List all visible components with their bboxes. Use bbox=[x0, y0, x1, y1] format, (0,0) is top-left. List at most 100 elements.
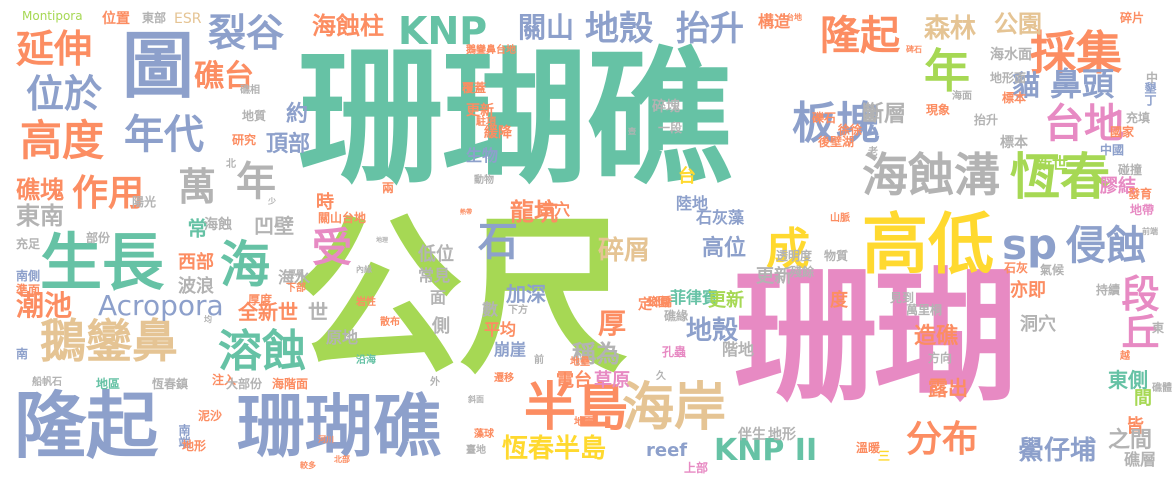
cloud-word: 年 bbox=[236, 159, 276, 205]
cloud-word: 低位 bbox=[418, 244, 454, 265]
cloud-word: 礁層 bbox=[1124, 450, 1157, 469]
cloud-word: 圖 bbox=[122, 24, 195, 108]
cloud-word: 見到 bbox=[890, 291, 915, 305]
cloud-word: 持續 bbox=[1096, 283, 1121, 297]
cloud-word: 分布 bbox=[906, 419, 979, 460]
cloud-word: 地壘 bbox=[570, 357, 590, 368]
cloud-word: 較多 bbox=[300, 461, 316, 470]
cloud-word: ESR bbox=[174, 11, 202, 27]
cloud-word: 壺 bbox=[628, 127, 636, 136]
cloud-word: 海面 bbox=[952, 91, 972, 102]
cloud-word: 龍坑 bbox=[510, 198, 558, 226]
cloud-word: 厚度 bbox=[248, 293, 273, 307]
cloud-word: 注入 bbox=[212, 373, 237, 387]
cloud-word: 覆蓋 bbox=[462, 81, 487, 95]
cloud-word: 墾丁 bbox=[1143, 82, 1157, 106]
cloud-word: 恆春半島 bbox=[502, 434, 607, 464]
cloud-word: 遷移 bbox=[494, 373, 514, 384]
cloud-word: 外 bbox=[430, 377, 440, 388]
cloud-word: 海階面 bbox=[272, 377, 309, 391]
cloud-word: 礫石 bbox=[812, 111, 837, 125]
cloud-word: 抬升 bbox=[676, 9, 744, 49]
cloud-word: 側 bbox=[432, 316, 450, 337]
cloud-word: 度 bbox=[830, 290, 848, 311]
cloud-word: 亦即 bbox=[1010, 280, 1046, 301]
cloud-word: reef bbox=[646, 440, 688, 461]
cloud-word: 充足 bbox=[16, 237, 41, 251]
cloud-word: 越 bbox=[1120, 351, 1130, 362]
cloud-word: 地形 bbox=[768, 427, 796, 443]
cloud-word: 海岸 bbox=[622, 378, 727, 438]
cloud-word: 臺地 bbox=[466, 445, 486, 456]
cloud-word: 稱為 bbox=[572, 340, 620, 368]
cloud-word: 船帆石 bbox=[32, 377, 62, 388]
cloud-word: 現象 bbox=[926, 103, 951, 117]
cloud-word: 久 bbox=[656, 371, 666, 382]
cloud-word: 研究 bbox=[232, 133, 257, 147]
cloud-word: 北 bbox=[226, 159, 236, 170]
cloud-word: 更新 bbox=[756, 266, 792, 287]
cloud-word: 階地 bbox=[722, 340, 755, 359]
cloud-word: 地形 bbox=[182, 439, 207, 453]
cloud-word: 海 bbox=[220, 236, 270, 294]
cloud-word: 加深 bbox=[506, 282, 546, 306]
cloud-word: 礁緣 bbox=[664, 309, 689, 323]
cloud-word: 透明度 bbox=[776, 249, 813, 263]
cloud-word: 萬 bbox=[178, 165, 217, 209]
cloud-word: 下方 bbox=[508, 305, 528, 316]
cloud-word: 約 bbox=[286, 102, 309, 127]
cloud-word: 更新 bbox=[466, 103, 494, 119]
cloud-word: 草原 bbox=[594, 370, 630, 391]
cloud-word: 徐徐 bbox=[838, 123, 863, 137]
cloud-word: 台地 bbox=[1044, 101, 1124, 147]
cloud-word: 海蝕 bbox=[204, 217, 232, 233]
cloud-word: 厚 bbox=[598, 307, 627, 340]
cloud-word: 藻球 bbox=[474, 429, 494, 440]
cloud-word: 造礁 bbox=[914, 324, 959, 349]
cloud-word: 構造 bbox=[758, 12, 791, 31]
cloud-word: 洞穴 bbox=[1020, 314, 1056, 335]
cloud-word: 泥沙 bbox=[198, 409, 223, 423]
cloud-word: 下部 bbox=[286, 283, 306, 294]
cloud-word: 碎屑 bbox=[598, 236, 651, 266]
cloud-word: 碰撞 bbox=[1118, 163, 1143, 177]
cloud-word: 頂部 bbox=[266, 132, 311, 157]
cloud-word: 高度 bbox=[20, 116, 105, 165]
cloud-word: 南側 bbox=[16, 269, 41, 283]
cloud-word: 沿海 bbox=[356, 355, 376, 366]
cloud-word: 平均 bbox=[484, 320, 517, 339]
cloud-word: 位於 bbox=[26, 72, 103, 116]
cloud-word: 緩降 bbox=[484, 125, 512, 141]
cloud-word: 鵝鑾鼻台地 bbox=[466, 45, 516, 56]
cloud-word: 關山 bbox=[518, 11, 575, 44]
cloud-word: 溫暖 bbox=[856, 441, 881, 455]
cloud-word: Acropora bbox=[98, 289, 224, 322]
cloud-word: 鼻頭 bbox=[1050, 65, 1115, 103]
cloud-word: 前端 bbox=[1142, 227, 1158, 236]
cloud-word: 陸地 bbox=[676, 194, 709, 213]
cloud-word: 三 bbox=[878, 449, 891, 463]
cloud-word: 時 bbox=[316, 192, 334, 213]
cloud-word: 礁體 bbox=[1152, 383, 1172, 394]
cloud-word: 鵝鑾鼻 bbox=[40, 314, 178, 368]
cloud-word: 前 bbox=[534, 355, 544, 366]
cloud-word: 板塊 bbox=[792, 98, 880, 149]
cloud-word: 森林 bbox=[924, 14, 977, 44]
cloud-word: 關山台地 bbox=[318, 211, 367, 225]
cloud-word: 海蝕柱 bbox=[312, 12, 384, 40]
cloud-word: 海蝕溝 bbox=[862, 148, 1000, 202]
cloud-word: 更新 bbox=[708, 290, 744, 311]
cloud-word: 氣候 bbox=[1040, 263, 1065, 277]
cloud-word: 散布 bbox=[380, 317, 400, 328]
cloud-word: sp bbox=[1002, 220, 1058, 269]
cloud-word: 物質 bbox=[824, 249, 849, 263]
cloud-word: KNP II bbox=[714, 433, 818, 468]
cloud-word: 常 bbox=[184, 218, 208, 238]
cloud-word: 後壁湖 bbox=[818, 135, 855, 149]
cloud-word: 全新世 bbox=[238, 300, 298, 324]
cloud-word: 半島 bbox=[524, 378, 629, 438]
cloud-word: 延伸 bbox=[16, 27, 93, 71]
cloud-word: 侵蝕 bbox=[1066, 223, 1146, 269]
cloud-word: 均 bbox=[204, 315, 212, 324]
